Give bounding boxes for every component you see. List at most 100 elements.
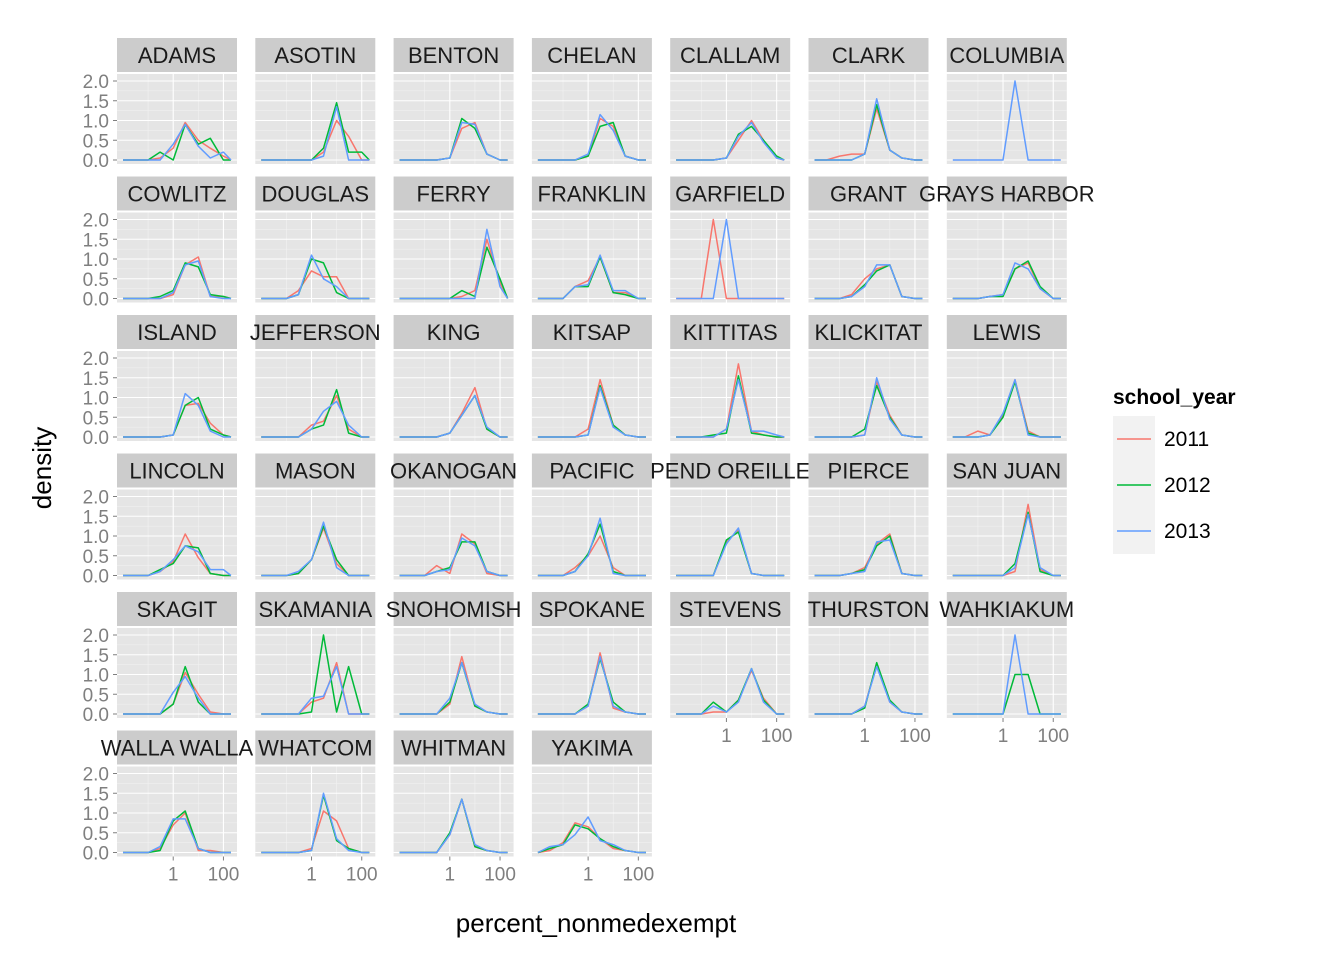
panel-background — [808, 489, 929, 580]
facet-panel-douglas: DOUGLAS — [255, 176, 376, 303]
strip-label: YAKIMA — [551, 736, 633, 761]
facet-panel-king: KING — [393, 315, 514, 441]
series-line-2013 — [676, 121, 785, 161]
strip-label: CHELAN — [547, 43, 636, 68]
panel-background — [670, 212, 791, 303]
strip-background — [117, 38, 237, 72]
strip-background — [531, 38, 652, 72]
series-line-2013 — [123, 545, 232, 577]
strip-background — [808, 176, 929, 211]
facet-panel-island: ISLAND 0.00.51.01.52.0 — [83, 315, 237, 449]
strip-label: SKAGIT — [137, 597, 218, 622]
panel-background — [808, 212, 929, 303]
series-line-2013 — [123, 675, 231, 715]
series-line-2013 — [261, 400, 370, 438]
series-line-2013 — [261, 105, 370, 161]
y-tick-label: 2.0 — [83, 72, 109, 93]
panel-background — [255, 489, 376, 580]
y-tick-label: 2.0 — [83, 211, 109, 232]
y-tick-label: 0.0 — [83, 705, 109, 726]
strip-background — [255, 38, 376, 72]
strip-label: SKAMANIA — [258, 597, 372, 622]
strip-label: CLALLAM — [680, 43, 780, 68]
series-line-2013 — [814, 665, 923, 715]
series-line-2013 — [123, 818, 231, 854]
panel-background — [531, 628, 652, 718]
panel-background — [393, 212, 514, 303]
facet-panel-adams: ADAMS 0.00.51.01.52.0 — [83, 38, 237, 172]
series-line-2013 — [814, 539, 923, 577]
series-line-2013 — [814, 264, 923, 300]
strip-label: LINCOLN — [129, 459, 224, 484]
y-tick-label: 0.0 — [83, 428, 109, 449]
strip-background — [531, 176, 652, 211]
strip-label: WHITMAN — [401, 736, 506, 761]
strip-background — [946, 38, 1067, 72]
panel-background — [531, 212, 652, 303]
strip-background — [255, 730, 376, 765]
x-tick-label: 100 — [1037, 726, 1069, 747]
facet-panel-san-juan: SAN JUAN — [946, 453, 1067, 580]
x-tick-label: 1 — [721, 726, 732, 747]
y-tick-label: 1.0 — [83, 666, 109, 687]
panel-background — [946, 74, 1067, 164]
strip-background — [117, 453, 237, 488]
facet-panel-okanogan: OKANOGAN — [390, 453, 517, 580]
panel-background — [255, 212, 376, 303]
strip-label: SPOKANE — [539, 597, 645, 622]
series-line-2013 — [261, 254, 370, 300]
x-tick-label: 100 — [484, 865, 516, 886]
x-tick-label: 100 — [346, 865, 378, 886]
strip-background — [531, 453, 652, 488]
strip-background — [393, 176, 514, 211]
y-tick-label: 1.5 — [83, 507, 109, 528]
panel-background — [255, 351, 376, 441]
facet-panel-grays-harbor: GRAYS HARBOR — [919, 176, 1095, 303]
series-line-2013 — [399, 228, 509, 300]
legend-label: 2012 — [1164, 474, 1211, 497]
series-line-2013 — [952, 80, 1061, 161]
strip-label: WHATCOM — [258, 736, 372, 761]
x-tick-label: 100 — [899, 726, 931, 747]
x-tick-label: 100 — [761, 726, 793, 747]
y-tick-label: 1.0 — [83, 112, 109, 133]
strip-label: DOUGLAS — [262, 182, 370, 207]
series-line-2013 — [399, 121, 508, 161]
series-line-2013 — [399, 798, 508, 854]
series-line-2013 — [261, 792, 370, 854]
strip-label: ASOTIN — [274, 43, 356, 68]
facet-panel-spokane: SPOKANE — [531, 592, 652, 718]
y-tick-label: 0.5 — [83, 824, 109, 845]
strip-background — [393, 592, 514, 626]
strip-background — [946, 453, 1067, 488]
y-tick-label: 2.0 — [83, 765, 109, 786]
strip-background — [808, 453, 929, 488]
y-tick-label: 0.0 — [83, 844, 109, 865]
strip-background — [393, 38, 514, 72]
strip-label: MASON — [275, 459, 356, 484]
strip-background — [808, 592, 929, 626]
facet-panel-lewis: LEWIS — [946, 315, 1067, 441]
x-tick-label: 100 — [622, 865, 654, 886]
y-tick-label: 0.5 — [83, 408, 109, 429]
y-tick-label: 2.0 — [83, 349, 109, 370]
series-line-2013 — [952, 634, 1061, 715]
strip-background — [808, 315, 929, 349]
facet-panel-garfield: GARFIELD — [670, 176, 791, 303]
series-line-2013 — [261, 665, 370, 715]
strip-label: SAN JUAN — [952, 459, 1061, 484]
strip-label: KING — [427, 320, 481, 345]
panel-background — [531, 74, 652, 164]
y-tick-label: 2.0 — [83, 626, 109, 647]
panel-background — [117, 489, 237, 580]
panel-background — [117, 628, 237, 718]
strip-label: FRANKLIN — [538, 182, 647, 207]
series-line-2013 — [676, 218, 785, 300]
strip-background — [670, 453, 791, 488]
facet-panel-whatcom: WHATCOM 1 100 — [255, 730, 378, 886]
strip-background — [946, 592, 1067, 626]
y-axis-title: density — [27, 427, 57, 509]
facet-panel-cowlitz: COWLITZ 0.00.51.01.52.0 — [83, 176, 237, 311]
strip-background — [255, 592, 376, 626]
facet-panel-ferry: FERRY — [393, 176, 514, 303]
